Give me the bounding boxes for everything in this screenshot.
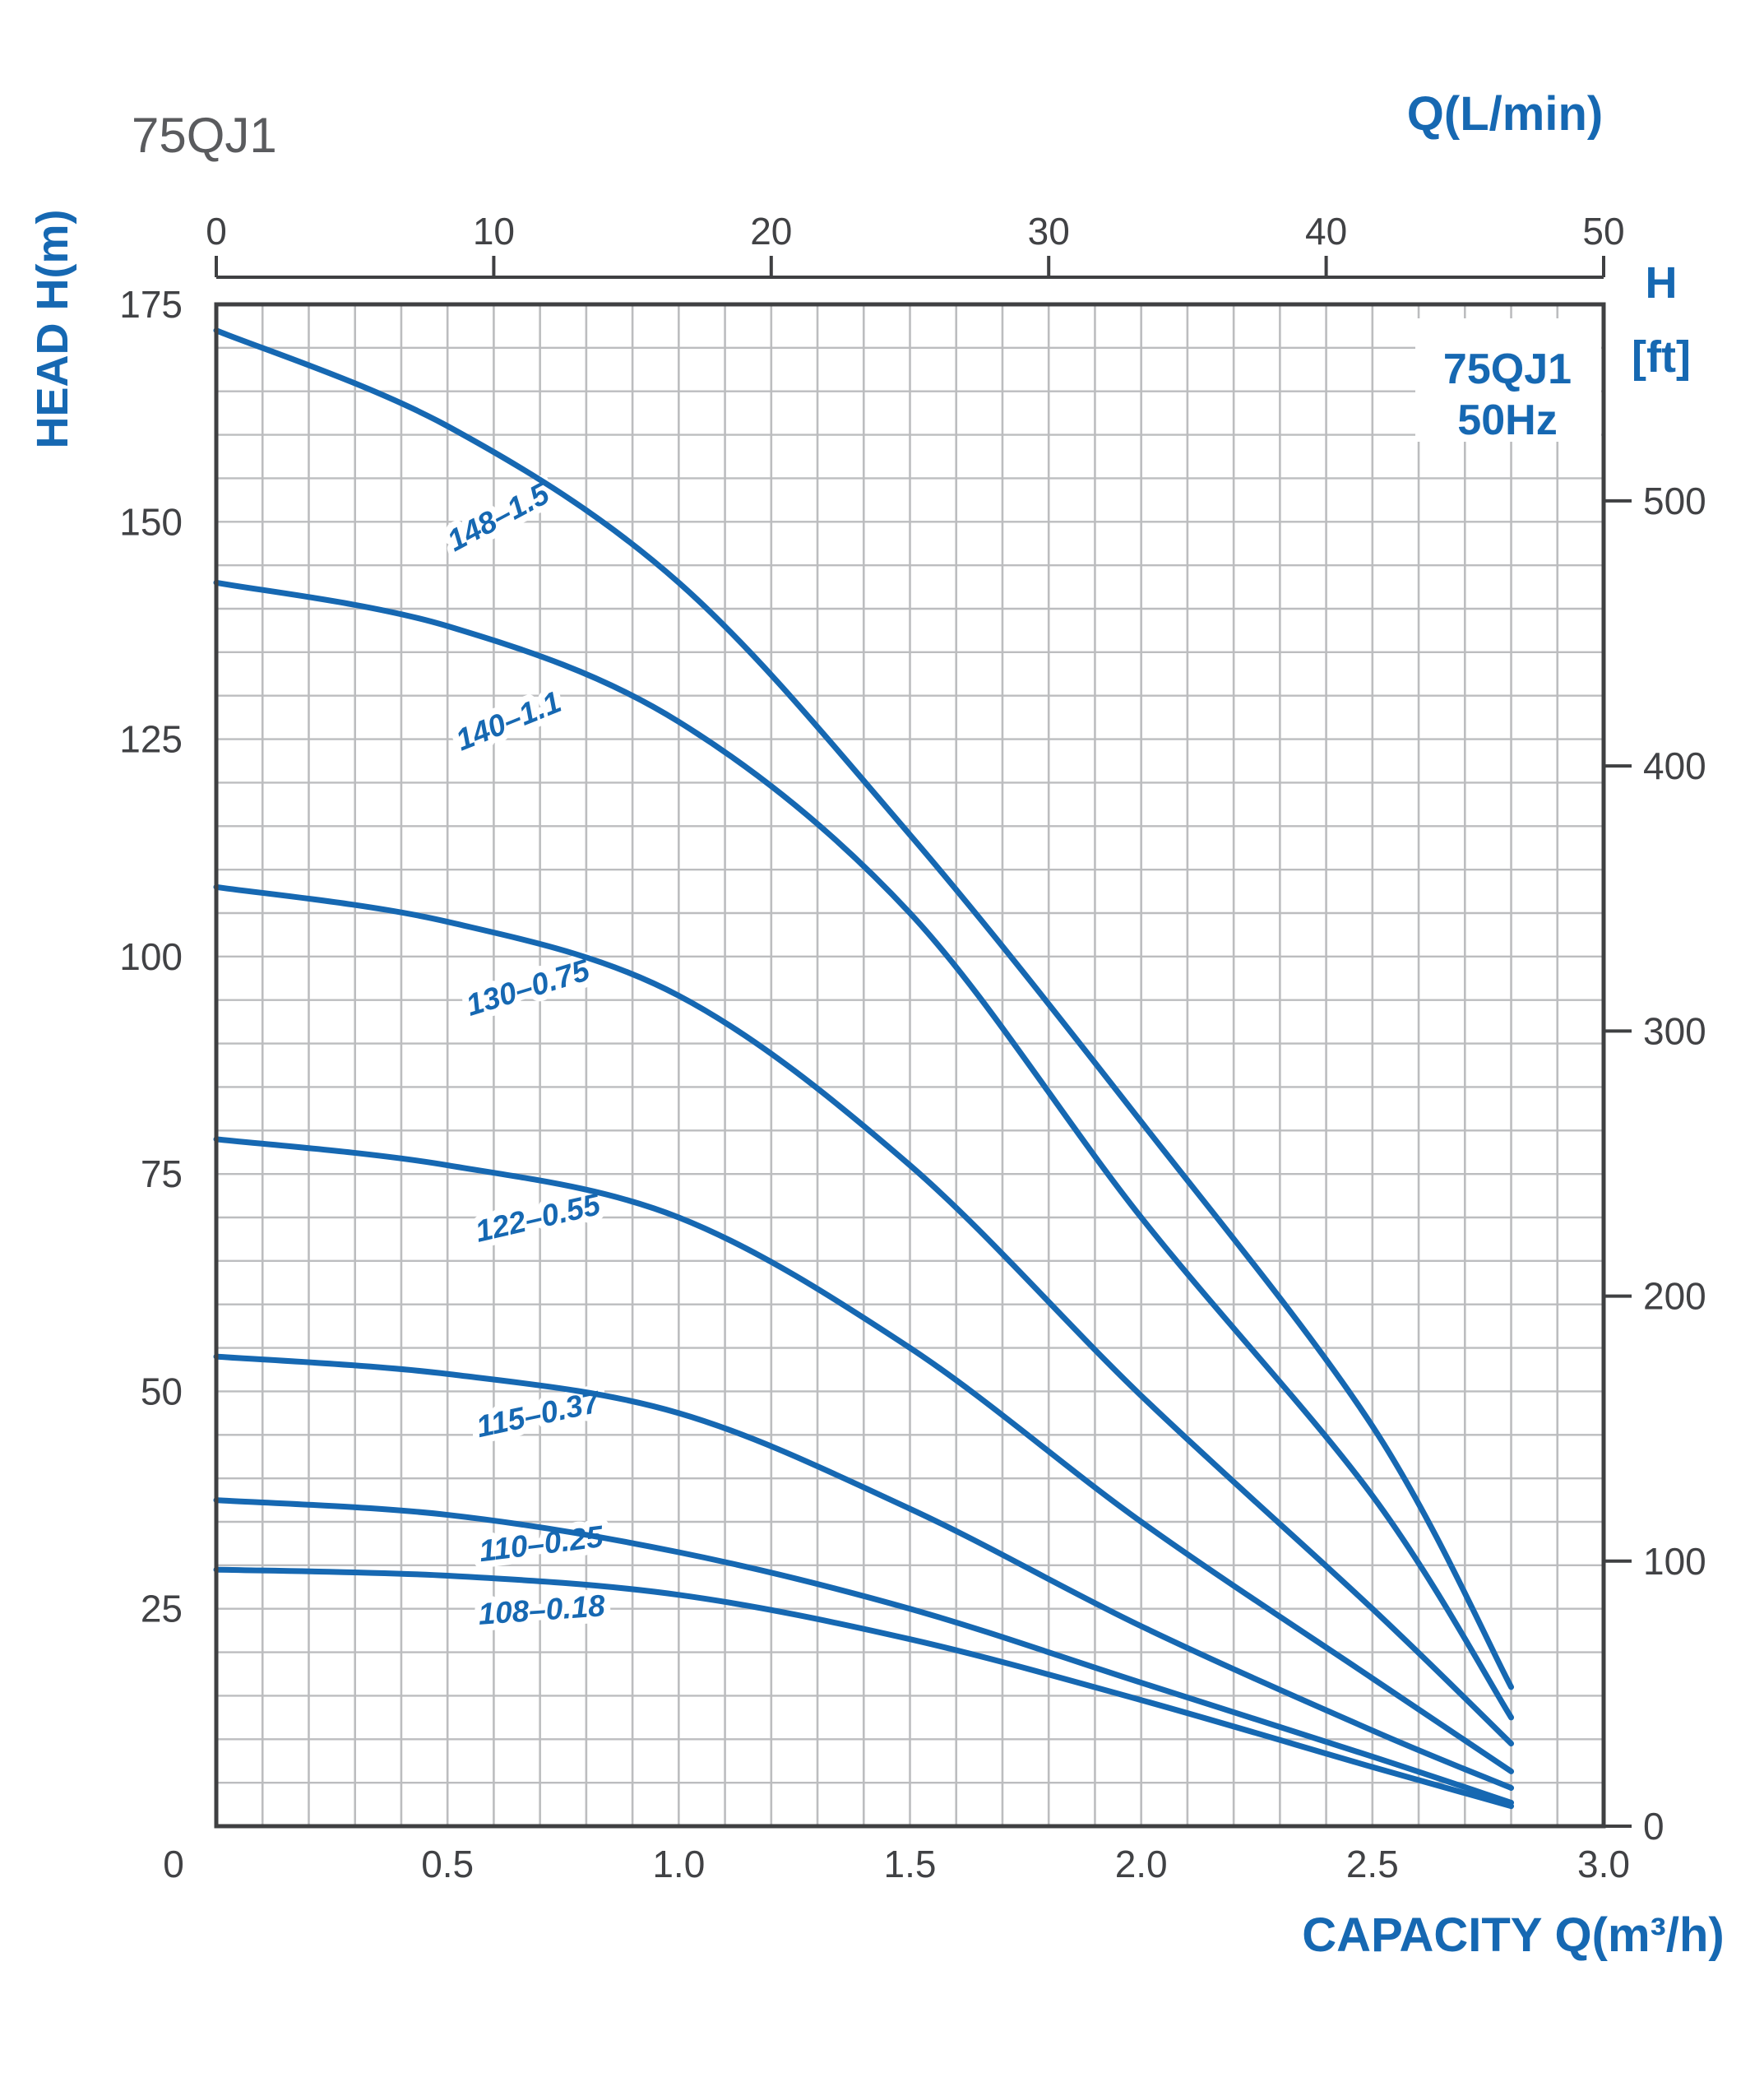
- left-tick-label: 50: [141, 1370, 183, 1412]
- bottom-tick-label: 3.0: [1577, 1843, 1630, 1885]
- right-axis-label-h: H: [1646, 258, 1678, 308]
- bottom-axis-label: CAPACITY Q(m³/h): [1302, 1908, 1724, 1962]
- right-tick-label: 400: [1643, 744, 1706, 787]
- bottom-tick-label: 2.5: [1346, 1843, 1399, 1885]
- bottom-tick-label: 2.0: [1115, 1843, 1168, 1885]
- left-tick-label: 25: [141, 1588, 183, 1630]
- right-tick-label: 300: [1643, 1009, 1706, 1052]
- right-tick-label: 500: [1643, 480, 1706, 522]
- plot-frame: [214, 302, 1606, 1829]
- left-tick-label: 175: [119, 283, 183, 326]
- bottom-tick-label: 1.0: [652, 1843, 705, 1885]
- legend-box: [1415, 318, 1601, 442]
- pump-curve-130-0.75: [213, 883, 1515, 1747]
- bottom-tick-label: 1.5: [884, 1843, 937, 1885]
- grid-lines: [216, 304, 1604, 1826]
- legend: 75QJ1 50Hz: [1415, 318, 1601, 444]
- top-axis-label: Q(L/min): [1407, 87, 1603, 141]
- curve-label-122-0.55: 122–0.55: [472, 1187, 604, 1249]
- right-tick-label: 100: [1643, 1540, 1706, 1583]
- left-tick-label: 125: [119, 718, 183, 761]
- right-axis-label-ft: [ft]: [1632, 332, 1691, 382]
- curve-label-148-1.5: 148–1.5: [442, 475, 556, 558]
- top-tick-label: 10: [473, 210, 515, 253]
- tick-labels: 0 10 20 30 40 500 0.5 1.0 1.5 2.0 2.5 3.01751501251…: [119, 210, 1706, 1885]
- curve-label-130-0.75: 130–0.75: [462, 953, 595, 1022]
- right-tick-label: 200: [1643, 1275, 1706, 1318]
- pump-curves: [213, 327, 1515, 1810]
- pump-curve-148-1.5: [213, 327, 1515, 1690]
- left-axis-label: HEAD H(m): [28, 210, 77, 449]
- chart-title: 75QJ1: [132, 108, 277, 163]
- top-axis: [215, 256, 1632, 1828]
- top-tick-label: 50: [1582, 210, 1624, 253]
- pump-curve-115-0.37: [213, 1353, 1515, 1791]
- top-tick-label: 30: [1028, 210, 1070, 253]
- pump-curve-110-0.25: [213, 1497, 1515, 1806]
- left-tick-label: 100: [119, 935, 183, 978]
- legend-frequency: 50Hz: [1457, 396, 1557, 444]
- bottom-tick-label: 0.5: [421, 1843, 474, 1885]
- pump-curve-140-1.1: [213, 579, 1515, 1721]
- plot-border: [214, 302, 1606, 1829]
- top-tick-label: 0: [206, 210, 227, 253]
- pump-curve-122-0.55: [213, 1136, 1515, 1774]
- left-tick-label: 150: [119, 500, 183, 543]
- pump-curve-108-0.18: [213, 1566, 1515, 1810]
- top-tick-label: 20: [750, 210, 792, 253]
- legend-model: 75QJ1: [1443, 345, 1572, 393]
- left-tick-label: 75: [141, 1152, 183, 1195]
- right-tick-label: 0: [1643, 1805, 1664, 1848]
- top-tick-label: 40: [1305, 210, 1347, 253]
- origin-tick-label: 0: [163, 1843, 184, 1885]
